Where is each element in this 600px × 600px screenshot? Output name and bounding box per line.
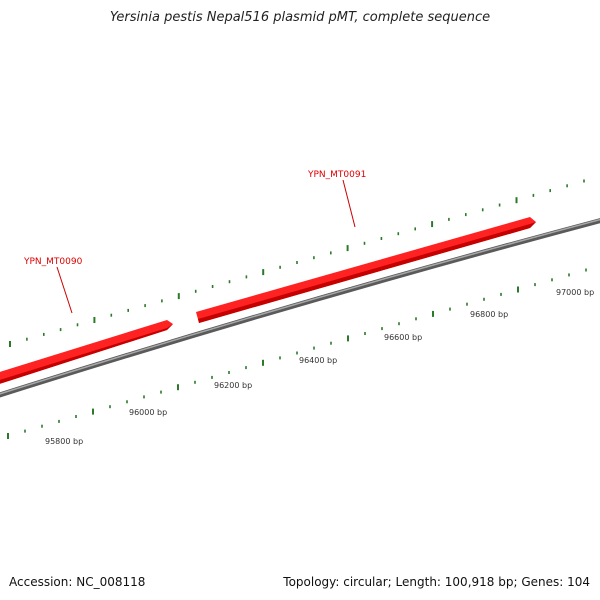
- outer-tick-track: [9, 179, 585, 347]
- gene-ypn-mt0091[interactable]: [196, 217, 536, 323]
- accession-text: Accession: NC_008118: [9, 575, 146, 589]
- topology-summary: Topology: circular; Length: 100,918 bp; …: [283, 575, 590, 589]
- scale-label: 96200 bp: [214, 381, 252, 390]
- gene-callout-line: [342, 179, 356, 228]
- gene-label-ypn-mt0091[interactable]: YPN_MT0091: [307, 170, 366, 180]
- gene-ypn-mt0090[interactable]: [0, 320, 173, 387]
- scale-label: 96400 bp: [299, 356, 337, 365]
- backbone-highlight: [0, 218, 600, 395]
- scale-label: 96800 bp: [470, 310, 508, 319]
- inner-tick-track: [7, 268, 587, 439]
- scale-label: 95800 bp: [45, 437, 83, 446]
- gene-arrow-shade: [198, 222, 536, 323]
- scale-label: 97000 bp: [556, 288, 594, 297]
- map-title: Yersinia pestis Nepal516 plasmid pMT, co…: [109, 10, 491, 25]
- scale-label: 96000 bp: [129, 408, 167, 417]
- gene-arrow-shade: [0, 324, 173, 384]
- scale-label: 96600 bp: [384, 333, 422, 342]
- gene-label-ypn-mt0090[interactable]: YPN_MT0090: [23, 257, 83, 267]
- backbone-line: [0, 218, 600, 398]
- gene-callout-line: [56, 266, 73, 314]
